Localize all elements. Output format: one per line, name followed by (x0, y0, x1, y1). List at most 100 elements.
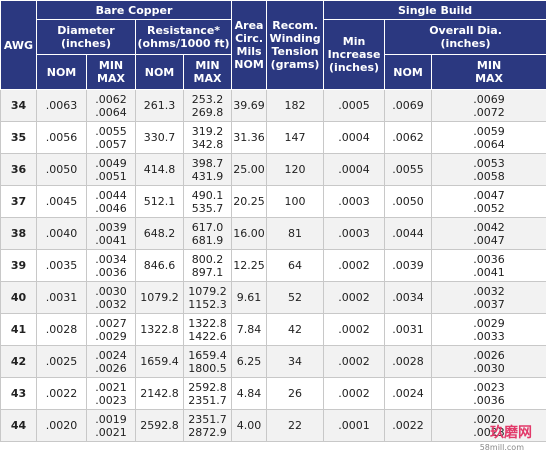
resistance-nom-cell: 261.3 (135, 89, 184, 122)
resistance-nom-cell: 512.1 (135, 185, 184, 218)
min-increase-cell: .0004 (323, 121, 386, 154)
awg-cell: 39 (0, 249, 37, 282)
table-row: 42.0025.0024.0026 1659.4 1659.4 1800.5 6.25 3… (0, 345, 546, 378)
diameter-minmax-cell: .0019.0021 (86, 409, 136, 442)
tension-cell: 26 (266, 377, 325, 410)
resistance-minmax-cell: 800.2 897.1 (182, 249, 233, 282)
overall-minmax-cell: .0047.0052 (431, 185, 546, 218)
min-increase-cell: .0002 (323, 249, 386, 282)
table-body: 34.0063.0062.0064 261.3 253.2 269.8 39.69 182… (0, 89, 546, 442)
tension-cell: 64 (266, 249, 325, 282)
diameter-minmax-cell: .0030.0032 (86, 281, 136, 314)
overall-minmax-cell: .0026.0030 (431, 345, 546, 378)
diameter-minmax-cell: .0021.0023 (86, 377, 136, 410)
table-row: 40.0031.0030.0032 1079.2 1079.2 1152.3 9.61 5… (0, 281, 546, 314)
awg-cell: 38 (0, 217, 37, 250)
table-row: 35.0056.0055.0057 330.7 319.2 342.8 31.36 147… (0, 121, 546, 154)
diameter-minmax-cell: .0055.0057 (86, 121, 136, 154)
table-row: 34.0063.0062.0064 261.3 253.2 269.8 39.69 182… (0, 89, 546, 122)
resistance-nom-header: NOM (135, 54, 184, 90)
diameter-nom-cell: .0028 (36, 313, 87, 346)
diameter-minmax-cell: .0049.0051 (86, 153, 136, 186)
tension-cell: 52 (266, 281, 325, 314)
resistance-minmax-cell: 1659.4 1800.5 (182, 345, 233, 378)
table-header: AWG Bare Copper Area Circ. Mils NOM Reco… (0, 0, 546, 90)
min-increase-header: Min Increase (inches) (323, 19, 386, 90)
resistance-nom-cell: 648.2 (135, 217, 184, 250)
resistance-minmax-cell: 398.7 431.9 (182, 153, 233, 186)
diameter-nom-cell: .0035 (36, 249, 87, 282)
resistance-minmax-cell: 253.2 269.8 (182, 89, 233, 122)
overall-nom-cell: .0055 (384, 153, 433, 186)
area-header: Area Circ. Mils NOM (231, 0, 268, 90)
tension-cell: 147 (266, 121, 325, 154)
overall-minmax-cell: .0036.0041 (431, 249, 546, 282)
overall-nom-cell: .0028 (384, 345, 433, 378)
overall-nom-cell: .0062 (384, 121, 433, 154)
min-increase-cell: .0003 (323, 217, 386, 250)
resistance-nom-cell: 330.7 (135, 121, 184, 154)
area-cell: 4.84 (231, 377, 268, 410)
min-increase-cell: .0001 (323, 409, 386, 442)
diameter-minmax-cell: .0034.0036 (86, 249, 136, 282)
area-cell: 7.84 (231, 313, 268, 346)
tension-cell: 22 (266, 409, 325, 442)
resistance-minmax-cell: 319.2 342.8 (182, 121, 233, 154)
diameter-minmax-cell: .0027.0029 (86, 313, 136, 346)
area-cell: 25.00 (231, 153, 268, 186)
tension-cell: 81 (266, 217, 325, 250)
awg-cell: 40 (0, 281, 37, 314)
resistance-nom-cell: 2592.8 (135, 409, 184, 442)
resistance-minmax-cell: 490.1 535.7 (182, 185, 233, 218)
min-increase-cell: .0002 (323, 345, 386, 378)
tension-cell: 34 (266, 345, 325, 378)
awg-cell: 41 (0, 313, 37, 346)
resistance-minmax-header: MIN MAX (182, 54, 233, 90)
overall-nom-cell: .0034 (384, 281, 433, 314)
overall-nom-cell: .0044 (384, 217, 433, 250)
table-row: 36.0050.0049.0051 414.8 398.7 431.9 25.00 120… (0, 153, 546, 186)
diameter-minmax-header: MIN MAX (86, 54, 136, 90)
overall-minmax-cell: .0053.0058 (431, 153, 546, 186)
diameter-nom-cell: .0063 (36, 89, 87, 122)
resistance-nom-cell: 846.6 (135, 249, 184, 282)
overall-nom-cell: .0039 (384, 249, 433, 282)
diameter-nom-cell: .0020 (36, 409, 87, 442)
table-row: 41.0028.0027.0029 1322.8 1322.8 1422.6 7.84 4… (0, 313, 546, 346)
diameter-nom-header: NOM (36, 54, 87, 90)
diameter-minmax-cell: .0024.0026 (86, 345, 136, 378)
single-build-header: Single Build (323, 0, 546, 20)
watermark-logo: 玖磨网 58mill.com (464, 425, 542, 452)
overall-nom-cell: .0050 (384, 185, 433, 218)
tension-cell: 100 (266, 185, 325, 218)
overall-minmax-cell: .0042.0047 (431, 217, 546, 250)
diameter-minmax-cell: .0044.0046 (86, 185, 136, 218)
area-cell: 6.25 (231, 345, 268, 378)
overall-nom-cell: .0069 (384, 89, 433, 122)
diameter-header: Diameter (inches) (36, 19, 136, 55)
overall-minmax-cell: .0059.0064 (431, 121, 546, 154)
overall-nom-cell: .0031 (384, 313, 433, 346)
awg-cell: 42 (0, 345, 37, 378)
overall-minmax-header: MIN MAX (431, 54, 546, 90)
awg-cell: 34 (0, 89, 37, 122)
area-cell: 4.00 (231, 409, 268, 442)
resistance-nom-cell: 414.8 (135, 153, 184, 186)
watermark-text: 玖磨网 (490, 425, 532, 441)
diameter-minmax-cell: .0062.0064 (86, 89, 136, 122)
tension-header: Recom. Winding Tension (grams) (266, 0, 325, 90)
awg-cell: 37 (0, 185, 37, 218)
area-cell: 39.69 (231, 89, 268, 122)
bare-copper-header: Bare Copper (35, 0, 233, 20)
diameter-nom-cell: .0040 (36, 217, 87, 250)
wire-spec-table: AWG Bare Copper Area Circ. Mils NOM Reco… (0, 0, 546, 442)
table-row: 39.0035.0034.0036 846.6 800.2 897.1 12.25 64.… (0, 249, 546, 282)
resistance-nom-cell: 1322.8 (135, 313, 184, 346)
resistance-minmax-cell: 2592.8 2351.7 (182, 377, 233, 410)
awg-cell: 36 (0, 153, 37, 186)
min-increase-cell: .0005 (323, 89, 386, 122)
min-increase-cell: .0004 (323, 153, 386, 186)
table-row: 38.0040.0039.0041 648.2 617.0 681.9 16.00 81.… (0, 217, 546, 250)
resistance-minmax-cell: 2351.7 2872.9 (182, 409, 233, 442)
area-cell: 20.25 (231, 185, 268, 218)
